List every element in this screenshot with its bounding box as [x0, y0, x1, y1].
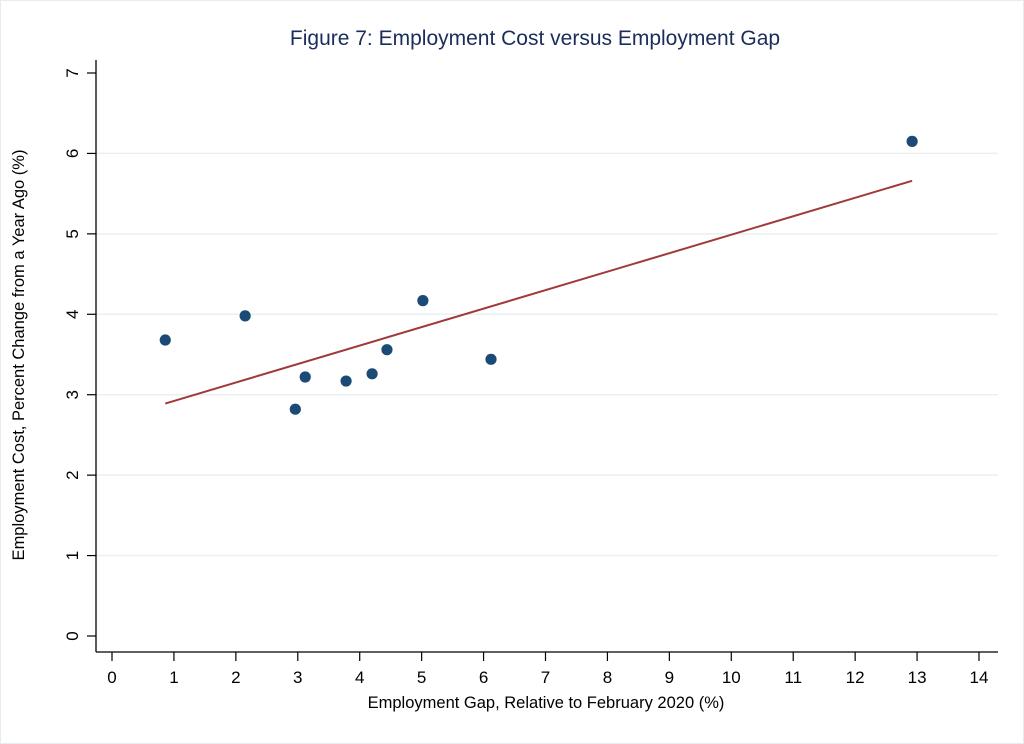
axes [95, 60, 998, 653]
y-tick-label: 6 [63, 149, 82, 158]
data-point [340, 375, 352, 387]
x-tick-label: 8 [603, 668, 612, 687]
data-point [906, 135, 918, 147]
x-tick-label: 5 [417, 668, 426, 687]
data-point [381, 344, 393, 356]
x-tick-label: 1 [169, 668, 178, 687]
x-axis-title: Employment Gap, Relative to February 202… [368, 694, 725, 712]
x-tick-label: 10 [722, 668, 741, 687]
x-tick-label: 2 [231, 668, 240, 687]
y-axis-title: Employment Cost, Percent Change from a Y… [10, 150, 28, 561]
gridlines [96, 152, 998, 557]
x-tick-label: 4 [355, 668, 364, 687]
x-tick-label: 7 [541, 668, 550, 687]
x-tick-label: 14 [970, 668, 989, 687]
x-tick-label: 3 [293, 668, 302, 687]
fit-line-layer [164, 179, 913, 405]
y-tick-label: 5 [63, 229, 82, 238]
x-tick-label: 6 [479, 668, 488, 687]
data-point [366, 368, 378, 380]
y-tick-label: 1 [63, 551, 82, 560]
y-tick-label: 0 [63, 631, 82, 640]
y-tick-label: 7 [63, 68, 82, 77]
x-tick-label: 12 [846, 668, 865, 687]
x-tick-label: 11 [784, 668, 802, 687]
chart-title: Figure 7: Employment Cost versus Employm… [290, 27, 780, 50]
x-axis-ticks: 0 1 2 3 4 5 6 7 8 9 10 11 12 13 14 [107, 652, 988, 687]
y-tick-label: 3 [63, 390, 82, 399]
data-point [299, 371, 311, 383]
data-point [417, 295, 429, 307]
data-point [239, 310, 251, 322]
y-axis-ticks: 0 1 2 3 4 5 6 7 [63, 68, 96, 641]
y-tick-label: 4 [63, 310, 82, 319]
points-layer [159, 135, 918, 415]
x-tick-label: 13 [908, 668, 927, 687]
x-tick-label: 0 [107, 668, 116, 687]
fit-line [164, 179, 913, 405]
data-point [485, 353, 497, 365]
x-tick-label: 9 [665, 668, 674, 687]
data-point [289, 403, 301, 415]
data-point [159, 334, 171, 346]
y-tick-label: 2 [63, 470, 82, 479]
